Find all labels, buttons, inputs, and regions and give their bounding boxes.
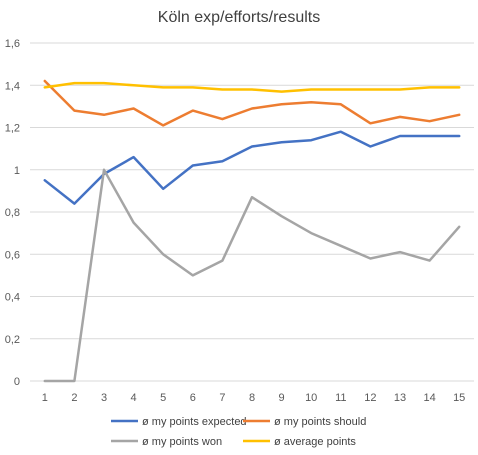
x-tick-label: 9 <box>279 392 285 404</box>
x-tick-label: 6 <box>190 392 196 404</box>
legend-label: ø average points <box>274 436 356 448</box>
x-tick-label: 14 <box>423 392 435 404</box>
x-tick-label: 8 <box>249 392 255 404</box>
x-tick-label: 1 <box>42 392 48 404</box>
x-axis-ticks: 1 2 3 4 5 6 7 8 9 10 11 12 13 14 15 <box>42 392 466 404</box>
chart-title: Köln exp/efforts/results <box>158 9 320 26</box>
y-tick-label: 0,2 <box>5 334 20 346</box>
y-tick-label: 1,4 <box>5 80 20 92</box>
x-tick-label: 15 <box>453 392 465 404</box>
x-tick-label: 10 <box>305 392 317 404</box>
legend-label: ø my points should <box>274 416 366 428</box>
series-line-my-points-should <box>43 79 461 127</box>
series-line-my-points-won <box>43 168 461 383</box>
series-lines <box>43 79 461 383</box>
x-tick-label: 12 <box>364 392 376 404</box>
x-tick-label: 7 <box>219 392 225 404</box>
series-line-my-points-expected <box>43 130 461 205</box>
gridlines <box>30 42 474 382</box>
y-axis-ticks: 0 0,2 0,4 0,6 0,8 1 1,2 1,4 1,6 <box>5 38 20 388</box>
y-tick-label: 0 <box>14 376 20 388</box>
y-tick-label: 0,6 <box>5 249 20 261</box>
x-tick-label: 2 <box>71 392 77 404</box>
x-tick-label: 13 <box>394 392 406 404</box>
x-tick-label: 4 <box>131 392 137 404</box>
y-tick-label: 1,2 <box>5 123 20 135</box>
legend-label: ø my points expected <box>142 416 247 428</box>
y-tick-label: 1 <box>14 165 20 177</box>
series-line-average-points <box>43 81 461 93</box>
legend: ø my points expected ø my points should ø … <box>111 416 366 448</box>
x-tick-label: 11 <box>335 392 346 404</box>
y-tick-label: 0,8 <box>5 207 20 219</box>
x-tick-label: 5 <box>160 392 166 404</box>
legend-label: ø my points won <box>142 436 222 448</box>
x-tick-label: 3 <box>101 392 107 404</box>
y-tick-label: 1,6 <box>5 38 20 50</box>
y-tick-label: 0,4 <box>5 292 20 304</box>
